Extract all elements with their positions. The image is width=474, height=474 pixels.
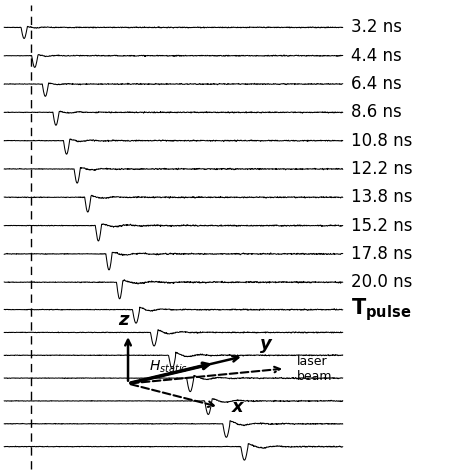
Text: 20.0 ns: 20.0 ns [351, 273, 412, 291]
Text: y: y [260, 336, 272, 354]
Text: $\mathbf{T_{pulse}}$: $\mathbf{T_{pulse}}$ [351, 296, 411, 323]
Text: 17.8 ns: 17.8 ns [351, 245, 412, 263]
Text: $H_{static}$: $H_{static}$ [149, 358, 188, 375]
Text: 10.8 ns: 10.8 ns [351, 132, 412, 150]
Text: 8.6 ns: 8.6 ns [351, 103, 402, 121]
Text: 13.8 ns: 13.8 ns [351, 188, 412, 206]
Text: 4.4 ns: 4.4 ns [351, 47, 402, 65]
Text: x: x [231, 398, 243, 416]
Text: z: z [118, 311, 129, 329]
Text: 12.2 ns: 12.2 ns [351, 160, 413, 178]
Text: 6.4 ns: 6.4 ns [351, 75, 402, 93]
Text: laser
beam: laser beam [297, 355, 333, 383]
Text: 15.2 ns: 15.2 ns [351, 217, 412, 235]
Text: 3.2 ns: 3.2 ns [351, 18, 402, 36]
